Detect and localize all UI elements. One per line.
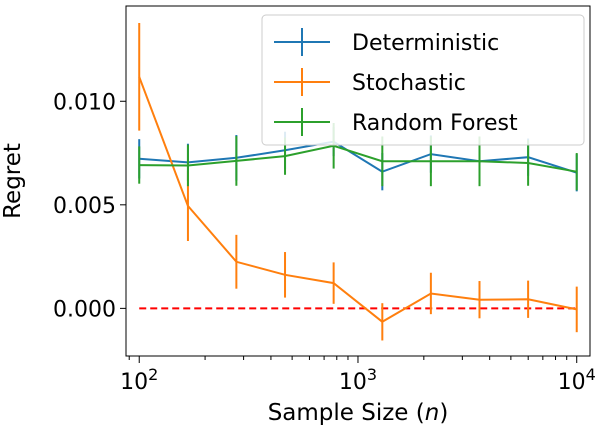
legend-box xyxy=(261,14,585,146)
legend-label-random-forest: Random Forest xyxy=(352,111,518,136)
series-line-random-forest xyxy=(139,144,577,173)
plot-area xyxy=(138,22,578,341)
x-axis-label: Sample Size (n) xyxy=(268,400,449,426)
legend-label-deterministic: Deterministic xyxy=(352,31,499,56)
y-axis-label: Regret xyxy=(0,143,26,219)
x-tick-label: 102 xyxy=(120,365,158,395)
legend-label-stochastic: Stochastic xyxy=(352,71,466,96)
y-tick-label: 0.000 xyxy=(53,297,116,322)
y-tick-label: 0.010 xyxy=(53,90,116,115)
x-tick-label: 103 xyxy=(339,365,377,395)
series-line-stochastic xyxy=(138,76,577,324)
axis-ticks: 0.000 0.005 0.010 102 103 104 xyxy=(53,90,596,395)
x-tick-label: 104 xyxy=(558,365,596,395)
y-tick-label: 0.005 xyxy=(53,194,116,219)
legend: Deterministic Stochastic Random Forest xyxy=(261,14,585,146)
series-line-deterministic xyxy=(139,140,578,174)
